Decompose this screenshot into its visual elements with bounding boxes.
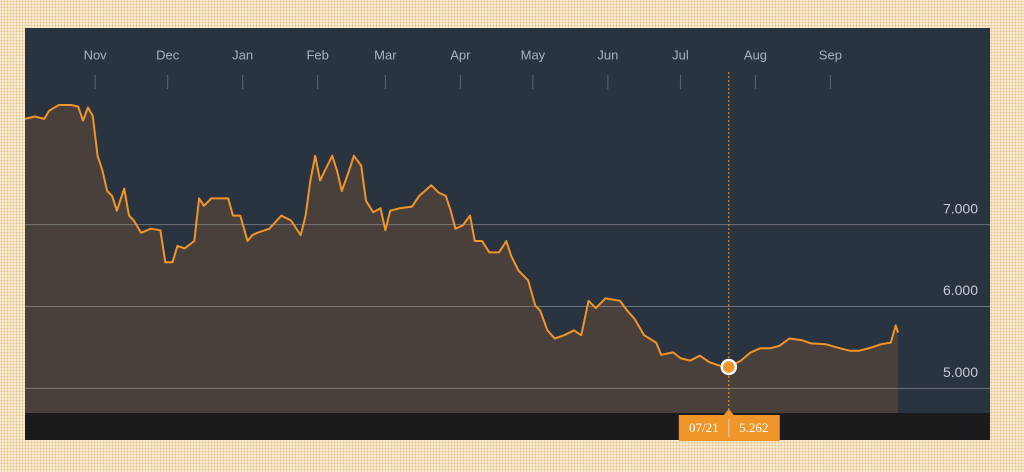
y-tick-label: 7.000: [943, 200, 978, 216]
tooltip-date: 07/21: [689, 420, 719, 435]
x-tick-label: Aug: [744, 47, 767, 62]
x-tick-label: Feb: [306, 47, 328, 62]
x-tick-label: Apr: [450, 47, 471, 62]
x-tick-label: Mar: [374, 47, 397, 62]
x-tick-label: May: [521, 47, 546, 62]
line: [24, 104, 900, 368]
x-tick-label: Sep: [819, 47, 842, 62]
highlight-point: [720, 358, 738, 376]
x-tick-label: Jul: [672, 47, 689, 62]
x-tick-label: Nov: [84, 47, 108, 62]
x-tick-label: Jan: [232, 47, 253, 62]
x-tick-label: Jun: [597, 47, 618, 62]
tooltip-pointer: [723, 409, 734, 415]
y-tick-label: 6.000: [943, 282, 978, 298]
axis-strip: [25, 413, 990, 440]
tooltip-value: 5.262: [739, 420, 768, 435]
area: [25, 105, 899, 413]
x-tick-label: Dec: [156, 47, 180, 62]
y-tick-label: 5.000: [943, 364, 978, 380]
